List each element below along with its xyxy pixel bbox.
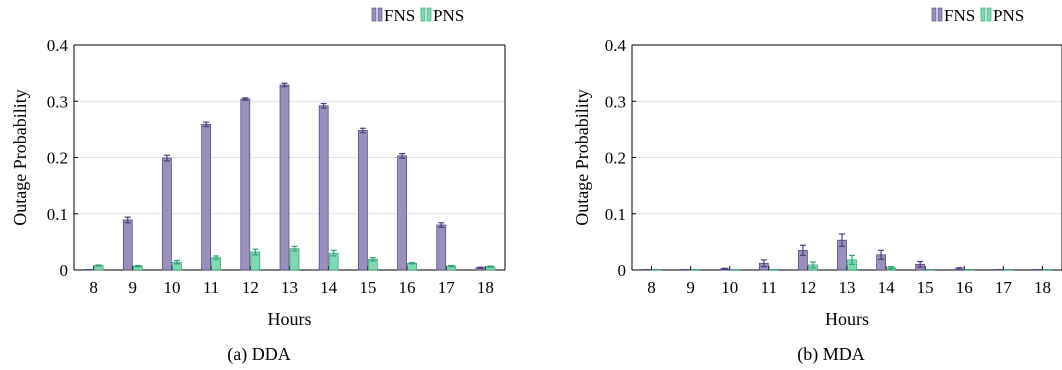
y-tick-label: 0.3	[605, 92, 626, 111]
bar-pns-15	[925, 269, 936, 271]
legend-swatch-bar	[986, 7, 992, 22]
bar-pns-18	[1042, 269, 1053, 271]
figure-caption: (b) MDA	[797, 344, 865, 365]
y-tick-label: 0.2	[605, 149, 626, 168]
legend-label-fns: FNS	[944, 6, 975, 25]
y-tick-label: 0.4	[605, 36, 627, 55]
bar-fns-18	[1032, 269, 1043, 271]
bar-fns-15	[358, 130, 368, 271]
legend: FNS PNS	[931, 6, 1024, 25]
x-axis-title: Hours	[268, 309, 312, 329]
x-tick-label: 9	[129, 278, 138, 297]
bar-fns-9	[680, 269, 691, 271]
x-tick-label: 15	[917, 278, 934, 297]
y-tick-label: 0.1	[605, 205, 626, 224]
y-tick-label: 0	[60, 261, 69, 280]
x-tick-label: 17	[438, 278, 456, 297]
bar-fns-13	[279, 84, 290, 271]
bar-fns-9	[122, 219, 133, 271]
figure-caption: (a) DDA	[227, 344, 290, 365]
chart-panel-b: 0 0.1 0.2 0.3 0.4 8 9 10 11 12 13 14 15 16 17 18 FNS PNS H…	[572, 6, 1062, 365]
legend-label-fns: FNS	[384, 6, 415, 25]
x-tick-label: 12	[242, 278, 259, 297]
x-tick-label: 18	[1034, 278, 1051, 297]
x-tick-label: 9	[686, 278, 695, 297]
legend-swatch-bar	[420, 7, 426, 22]
chart-panel-a: 0 0.1 0.2 0.3 0.4 8 9 10 11 12 13 14 15 16 17 18 FNS PNS H…	[10, 6, 506, 365]
x-tick-label: 16	[956, 278, 973, 297]
legend-swatch-bar	[980, 7, 986, 22]
y-tick-label: 0.1	[47, 205, 68, 224]
bar-pns-11	[768, 269, 779, 271]
x-tick-label: 14	[878, 278, 896, 297]
legend-swatch-bar	[377, 7, 383, 22]
x-axis-title: Hours	[825, 309, 869, 329]
y-tick-label: 0.3	[47, 92, 68, 111]
y-axis-title: Outage Probability	[10, 89, 30, 225]
bar-pns-16	[964, 269, 975, 271]
x-tick-label: 14	[320, 278, 338, 297]
legend-label-pns: PNS	[433, 6, 464, 25]
bar-pns-13	[289, 248, 300, 271]
x-tick-label: 15	[359, 278, 376, 297]
bar-fns-14	[318, 105, 329, 271]
legend-swatch-bar	[931, 7, 937, 22]
bar-pns-9	[690, 269, 701, 271]
legend: FNS PNS	[371, 6, 464, 25]
bar-fns-10	[162, 157, 172, 271]
bar-pns-17	[1003, 269, 1014, 271]
x-tick-label: 10	[163, 278, 180, 297]
x-tick-label: 8	[647, 278, 656, 297]
y-axis-title: Outage Probability	[572, 89, 592, 225]
bar-pns-8	[651, 269, 662, 271]
x-tick-label: 10	[721, 278, 738, 297]
legend-swatch-bar	[426, 7, 432, 22]
bar-fns-17	[436, 224, 447, 271]
x-tick-label: 16	[399, 278, 416, 297]
bar-fns-11	[201, 123, 211, 271]
x-tick-label: 17	[995, 278, 1013, 297]
x-tick-label: 18	[477, 278, 494, 297]
bar-fns-12	[240, 98, 251, 271]
x-tick-label: 11	[203, 278, 219, 297]
legend-swatch-bar	[937, 7, 943, 22]
x-tick-label: 11	[761, 278, 777, 297]
y-tick-label: 0.2	[47, 149, 68, 168]
x-tick-label: 13	[839, 278, 856, 297]
bar-fns-17	[993, 269, 1004, 271]
bar-fns-8	[641, 269, 652, 271]
legend-swatch-bar	[371, 7, 377, 22]
y-tick-label: 0.4	[47, 36, 69, 55]
x-tick-label: 8	[89, 278, 98, 297]
x-tick-label: 13	[281, 278, 298, 297]
legend-label-pns: PNS	[993, 6, 1024, 25]
y-tick-label: 0	[618, 261, 627, 280]
bar-fns-16	[397, 155, 407, 271]
bar-fns-8	[83, 269, 94, 271]
x-tick-label: 12	[799, 278, 816, 297]
bar-pns-10	[729, 269, 740, 271]
